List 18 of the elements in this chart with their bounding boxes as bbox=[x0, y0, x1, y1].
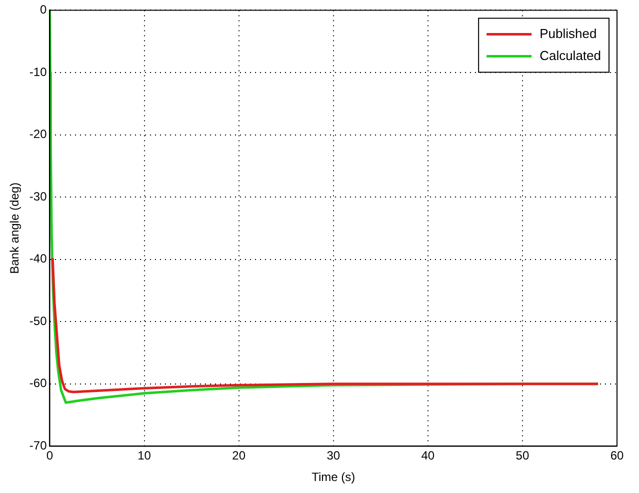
legend-label: Calculated bbox=[540, 48, 602, 63]
y-tick-label: -10 bbox=[29, 64, 48, 79]
y-tick-label: 0 bbox=[40, 2, 48, 17]
x-tick-label: 50 bbox=[516, 448, 530, 463]
x-tick-label: 20 bbox=[232, 448, 246, 463]
x-tick-label: 60 bbox=[610, 448, 624, 463]
y-tick-label: -40 bbox=[29, 252, 48, 266]
x-tick-label: 40 bbox=[421, 448, 435, 463]
y-tick-label: -50 bbox=[29, 314, 48, 328]
x-tick-label: 10 bbox=[138, 448, 152, 463]
y-tick-label: -20 bbox=[29, 127, 48, 142]
x-tick-label: 30 bbox=[326, 448, 340, 463]
y-tick-label: -30 bbox=[29, 189, 48, 204]
y-tick-label: -70 bbox=[29, 438, 48, 453]
y-axis-title: Bank angle (deg) bbox=[8, 182, 22, 274]
y-tick-label: -60 bbox=[29, 376, 48, 390]
legend-label: Published bbox=[540, 26, 597, 41]
x-axis-title: Time (s) bbox=[312, 470, 356, 484]
